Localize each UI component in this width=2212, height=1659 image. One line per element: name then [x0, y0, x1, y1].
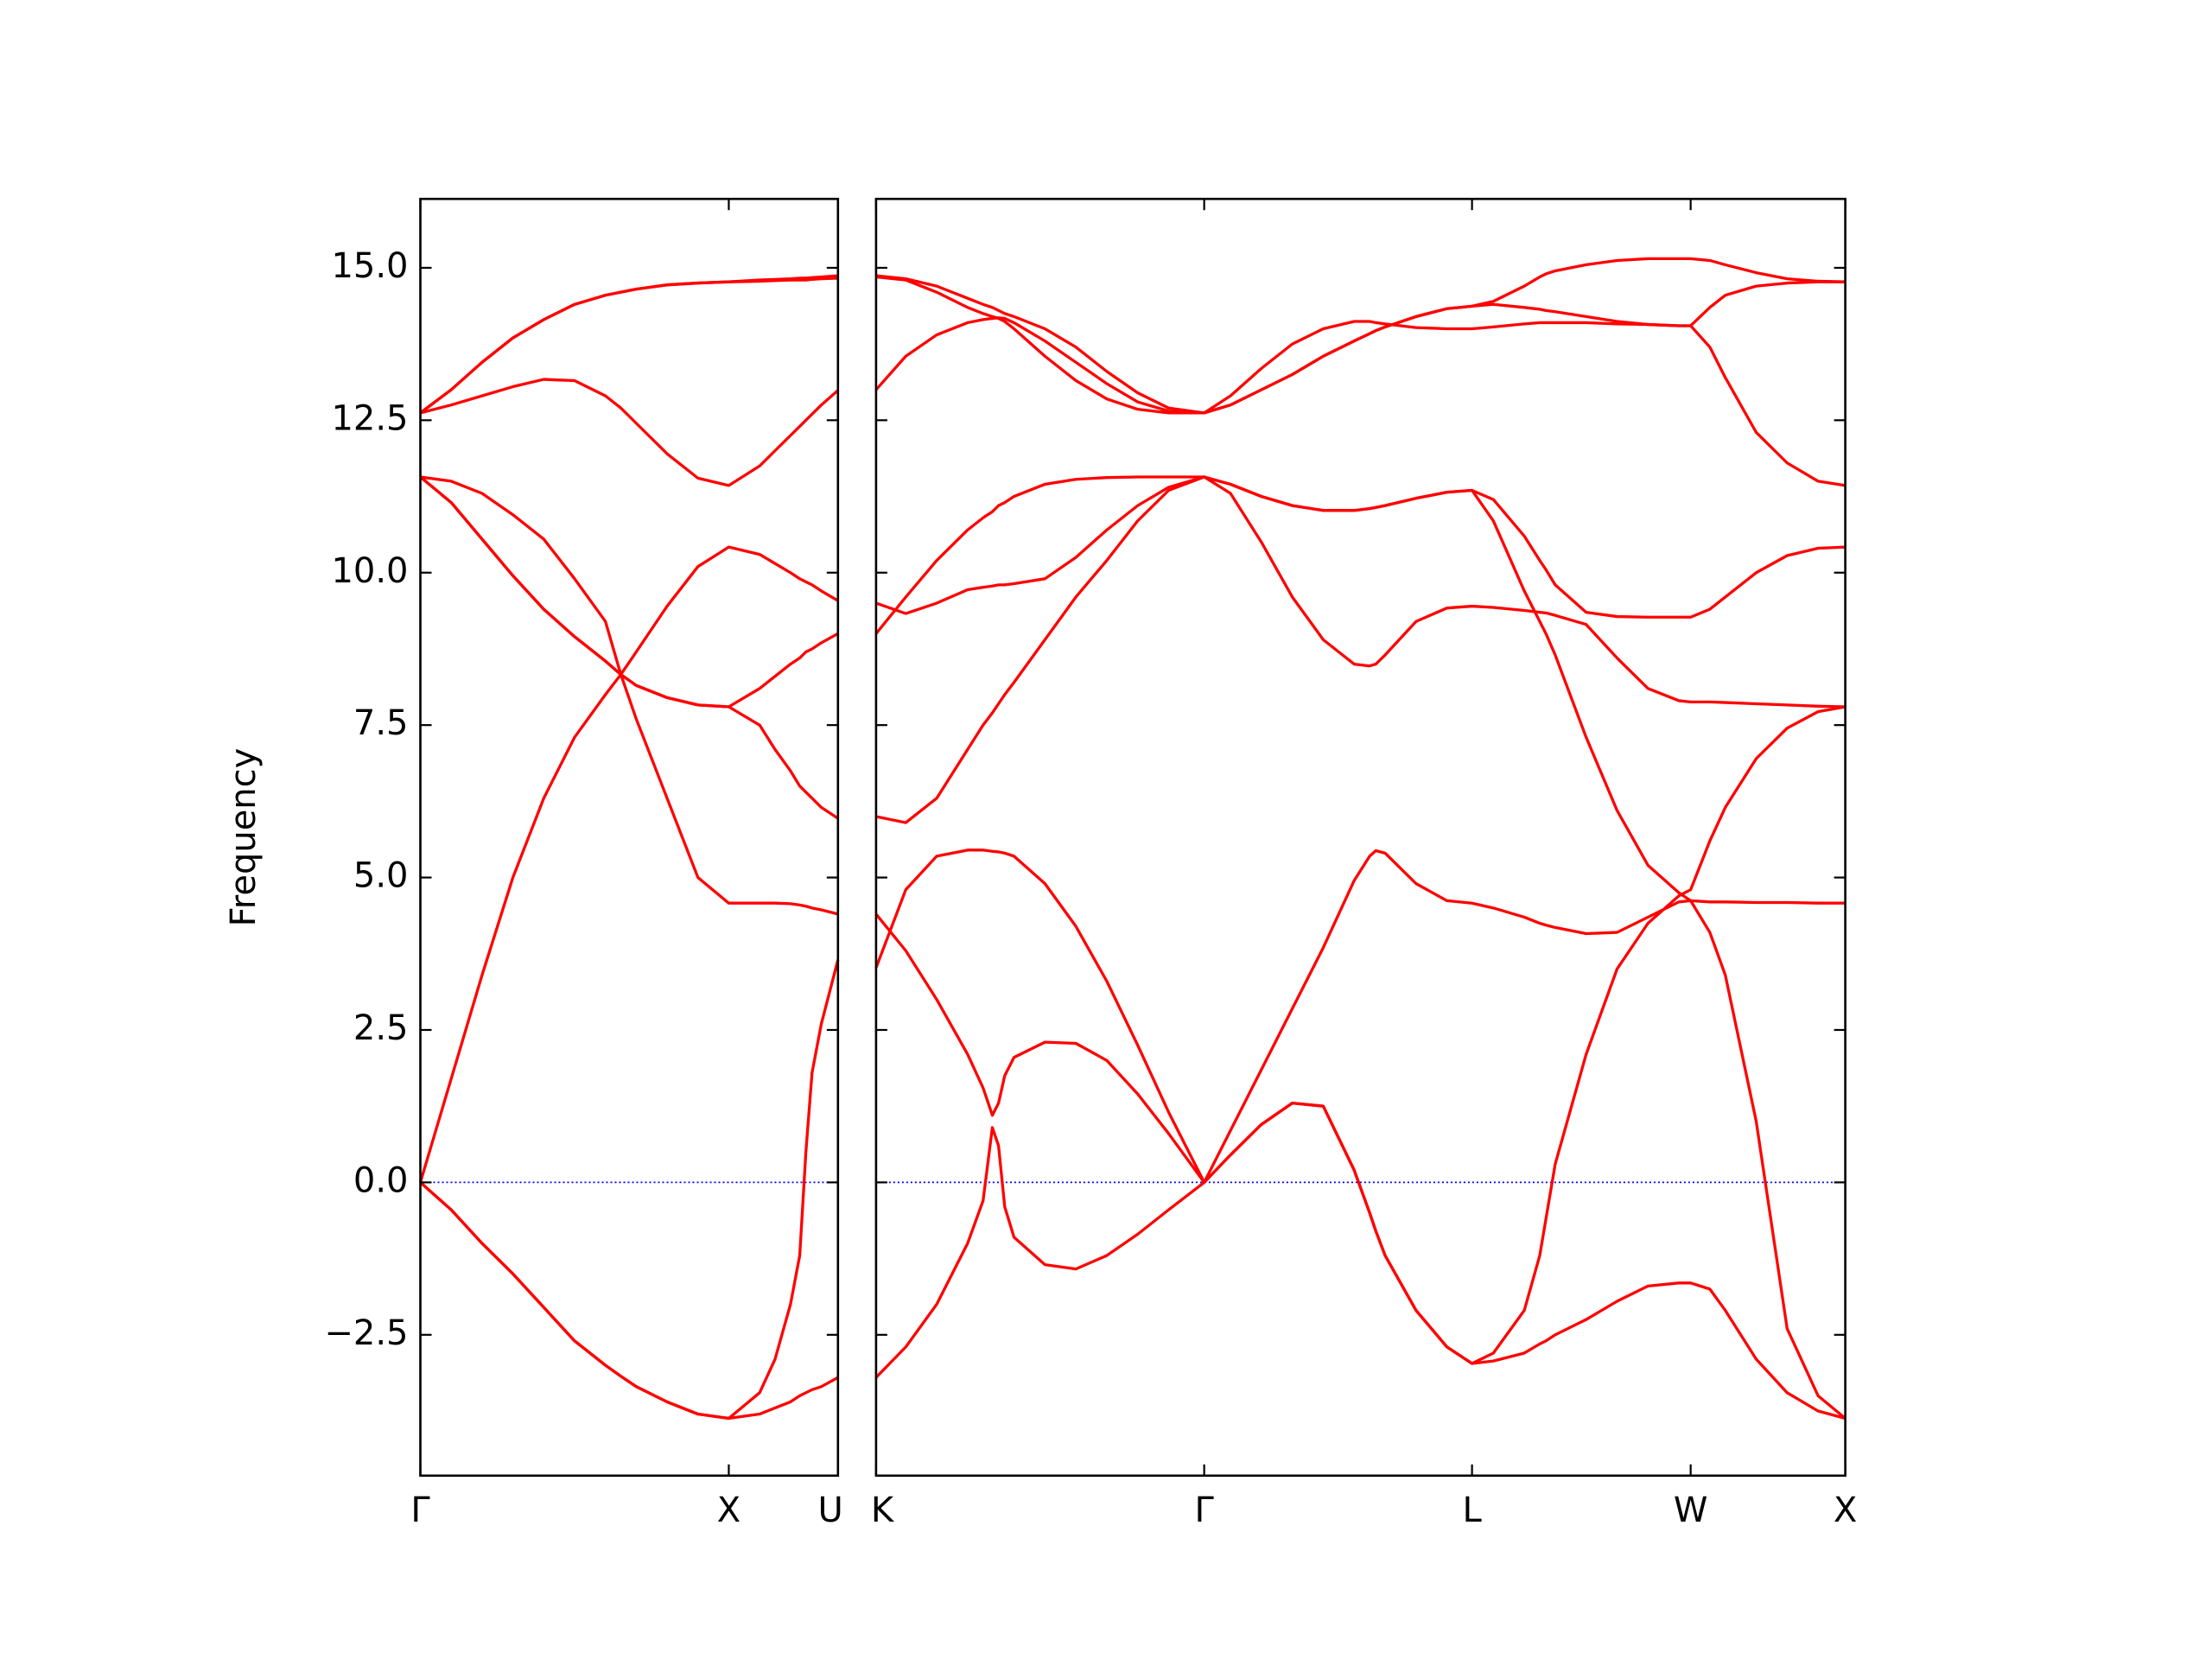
band-line: [419, 276, 838, 415]
x-tick-label: K: [871, 1491, 895, 1530]
band-line: [419, 475, 839, 709]
x-tick-label: L: [1462, 1491, 1482, 1530]
band-line: [875, 475, 1846, 619]
x-tick-label: U: [818, 1491, 843, 1530]
y-tick-label: 10.0: [331, 551, 408, 591]
x-tick-label: Γ: [410, 1491, 430, 1530]
band-line: [874, 849, 1846, 1185]
x-tick-label: W: [1674, 1491, 1708, 1530]
band-line: [875, 257, 1846, 415]
band-line: [420, 475, 839, 916]
y-tick-label: 7.5: [353, 703, 409, 743]
band-line: [418, 545, 839, 1183]
band-line: [419, 959, 840, 1421]
x-tick-label: X: [1834, 1491, 1857, 1530]
band-line: [874, 280, 1846, 415]
y-tick-label: 2.5: [353, 1008, 409, 1048]
x-tick-label: X: [717, 1491, 741, 1530]
band-line: [874, 1102, 1847, 1421]
band-line: [874, 475, 1847, 1420]
band-line: [420, 378, 839, 487]
y-tick-label: 0.0: [353, 1160, 409, 1200]
y-tick-label: −2.5: [324, 1313, 408, 1353]
axes-frame: [874, 197, 1847, 1478]
axes-frame: [419, 197, 840, 1478]
y-tick-label: 15.0: [331, 246, 408, 286]
band-line: [875, 275, 1846, 487]
y-axis-label: Frequency: [224, 748, 264, 927]
band-line: [875, 475, 1846, 824]
x-tick-label: Γ: [1194, 1491, 1214, 1530]
band-line: [419, 274, 838, 415]
band-line: [419, 475, 839, 820]
y-tick-label: 12.5: [331, 398, 408, 438]
y-tick-label: 5.0: [353, 856, 409, 896]
band-line: [874, 705, 1846, 1365]
band-line: [419, 1181, 839, 1421]
